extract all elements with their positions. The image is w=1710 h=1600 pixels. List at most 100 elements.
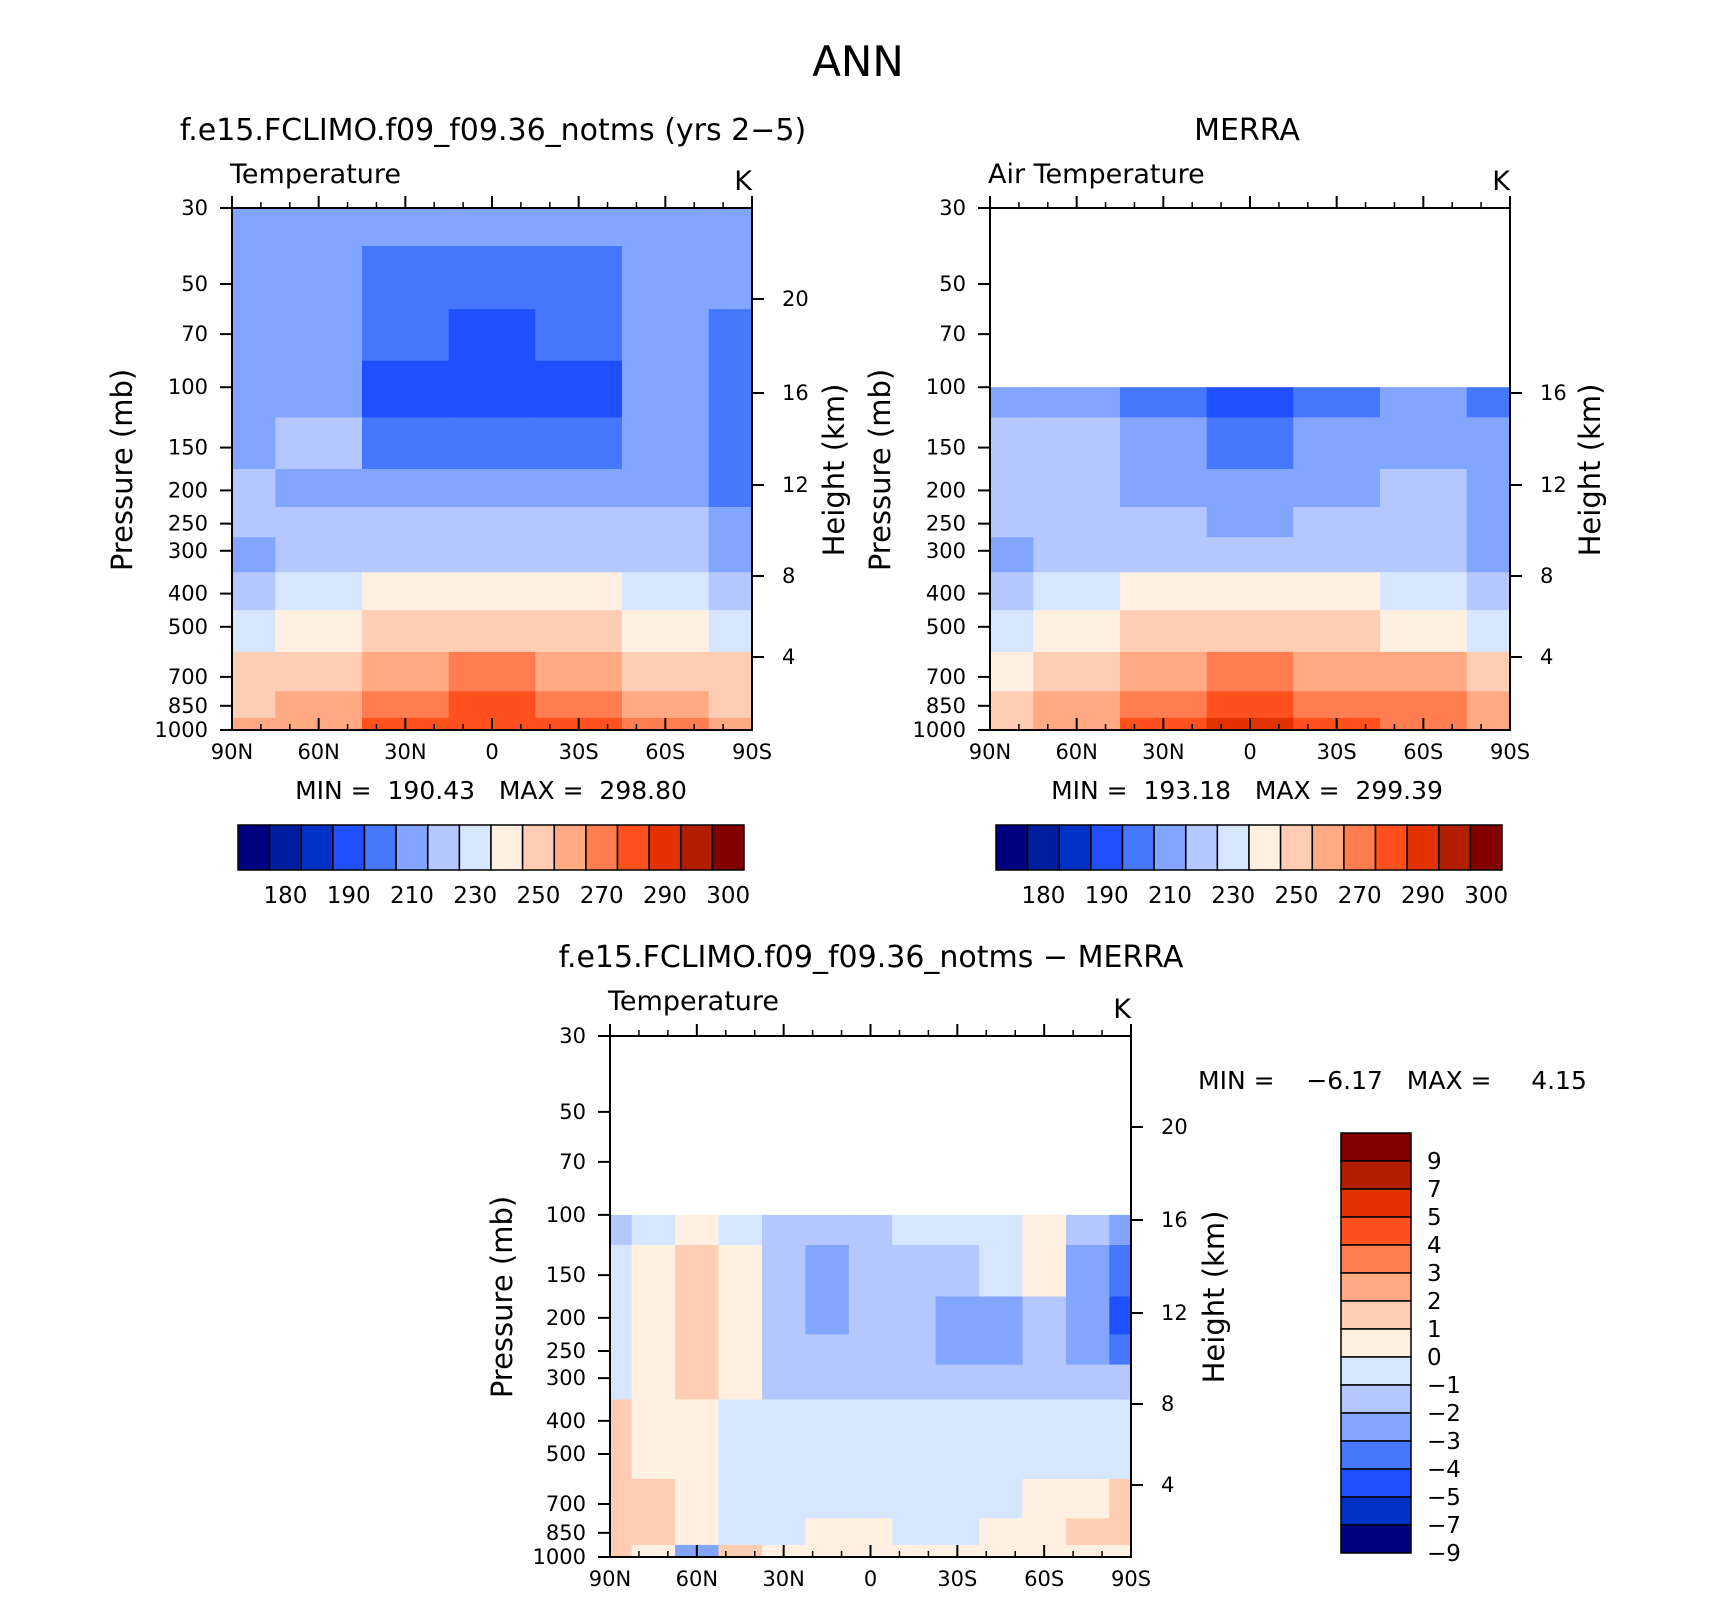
heatmap-cell xyxy=(622,572,710,611)
heatmap-cell xyxy=(535,246,623,310)
heatmap-cell xyxy=(805,1518,850,1546)
panel-obs-y2label: Height (km) xyxy=(1573,384,1607,557)
heatmap-cell xyxy=(362,537,450,573)
heatmap-cell xyxy=(1466,537,1511,573)
colorbar-label: 250 xyxy=(1274,883,1318,909)
heatmap-cell xyxy=(610,1518,633,1546)
heatmap-cell xyxy=(362,651,450,692)
colorbar-swatch xyxy=(1340,1468,1412,1498)
colorbar-label: 250 xyxy=(516,883,560,909)
heatmap-cell xyxy=(1120,387,1208,418)
colorbar-label: 1 xyxy=(1427,1317,1442,1343)
y-tick-label: 250 xyxy=(168,512,208,536)
heatmap-cell xyxy=(708,309,753,362)
y-tick-label: 30 xyxy=(559,1024,586,1048)
heatmap-cell xyxy=(1120,507,1208,538)
heatmap-cell xyxy=(275,417,363,470)
y-tick-label: 700 xyxy=(926,665,966,689)
y-tick-label: 100 xyxy=(926,375,966,399)
heatmap-cell xyxy=(631,1296,676,1335)
heatmap-cell xyxy=(675,1245,720,1298)
colorbar-label: 4 xyxy=(1427,1233,1442,1259)
colorbar-swatch xyxy=(1058,824,1092,871)
heatmap-cell xyxy=(448,469,536,508)
y-tick-label: 400 xyxy=(926,582,966,606)
y2-tick-label: 8 xyxy=(1161,1392,1174,1416)
heatmap-cell xyxy=(990,691,1034,719)
x-tick-label: 90N xyxy=(589,1567,631,1591)
panel-model-variable: Temperature xyxy=(229,159,401,190)
heatmap-cell xyxy=(535,469,623,508)
y-tick-label: 250 xyxy=(546,1339,586,1363)
heatmap-cell xyxy=(718,1544,763,1558)
heatmap-cell xyxy=(631,1518,676,1546)
heatmap-cell xyxy=(1466,610,1511,653)
panel-diff-plot: 90N 60N 30N 0 30S 60S 90S 30 50 70 100 150 200 250 300… xyxy=(533,1024,1188,1591)
heatmap-cell xyxy=(892,1214,937,1246)
heatmap-cell xyxy=(1065,1518,1110,1546)
heatmap-cell xyxy=(232,572,276,611)
colorbar-swatch xyxy=(995,824,1029,871)
heatmap-cell xyxy=(622,417,710,470)
heatmap-cell xyxy=(448,691,536,719)
heatmap-cell xyxy=(708,691,753,719)
heatmap-cell xyxy=(1065,1214,1110,1246)
colorbar-swatch xyxy=(648,824,682,871)
colorbar-swatch xyxy=(1026,824,1060,871)
colorbar-label: 290 xyxy=(643,883,687,909)
heatmap-cell xyxy=(979,1214,1023,1246)
heatmap-cell xyxy=(718,1479,763,1519)
heatmap-cell xyxy=(1022,1334,1067,1366)
x-tick-label: 0 xyxy=(864,1567,877,1591)
colorbar-swatch xyxy=(395,824,429,871)
heatmap-cell xyxy=(1206,387,1294,418)
heatmap-cell xyxy=(362,572,450,611)
heatmap-cell xyxy=(622,610,710,653)
heatmap-cell xyxy=(1120,537,1208,573)
heatmap-cell xyxy=(675,1296,720,1335)
colorbar-swatch xyxy=(585,824,619,871)
heatmap-cell xyxy=(675,1399,720,1438)
heatmap-cell xyxy=(1380,469,1468,508)
heatmap-cell xyxy=(848,1518,893,1546)
heatmap-cell xyxy=(848,1245,893,1298)
colorbar-label: −3 xyxy=(1427,1429,1461,1455)
y-tick-label: 850 xyxy=(546,1521,586,1545)
colorbar-label: 290 xyxy=(1401,883,1445,909)
heatmap-cell xyxy=(979,1437,1023,1480)
panel-obs-cells xyxy=(990,387,1511,731)
heatmap-cell xyxy=(805,1296,850,1335)
colorbar-swatch xyxy=(237,824,271,871)
heatmap-cell xyxy=(1206,537,1294,573)
heatmap-cell xyxy=(805,1364,850,1401)
heatmap-cell xyxy=(448,309,536,362)
colorbar-label: 210 xyxy=(390,883,434,909)
heatmap-cell xyxy=(622,651,710,692)
heatmap-cell xyxy=(1293,387,1381,418)
heatmap-cell xyxy=(990,387,1034,418)
heatmap-cell xyxy=(1293,572,1381,611)
heatmap-cell xyxy=(718,1518,763,1546)
heatmap-cell xyxy=(1206,417,1294,470)
heatmap-cell xyxy=(535,417,623,470)
heatmap-cell xyxy=(275,309,363,362)
heatmap-cell xyxy=(535,309,623,362)
heatmap-cell xyxy=(448,572,536,611)
x-tick-label: 30S xyxy=(937,1567,977,1591)
heatmap-cell xyxy=(1065,1544,1110,1558)
heatmap-cell xyxy=(232,651,276,692)
colorbar-label: −2 xyxy=(1427,1401,1461,1427)
x-tick-label: 30N xyxy=(762,1567,804,1591)
heatmap-cell xyxy=(708,537,753,573)
heatmap-cell xyxy=(362,691,450,719)
panel-model-cells xyxy=(232,208,753,731)
heatmap-cell xyxy=(675,1518,720,1546)
heatmap-cell xyxy=(979,1399,1023,1438)
heatmap-cell xyxy=(448,507,536,538)
heatmap-cell xyxy=(1109,1214,1132,1246)
heatmap-cell xyxy=(848,1334,893,1366)
heatmap-cell xyxy=(1033,387,1121,418)
heatmap-cell xyxy=(708,417,753,470)
heatmap-cell xyxy=(990,717,1034,731)
heatmap-cell xyxy=(990,507,1034,538)
